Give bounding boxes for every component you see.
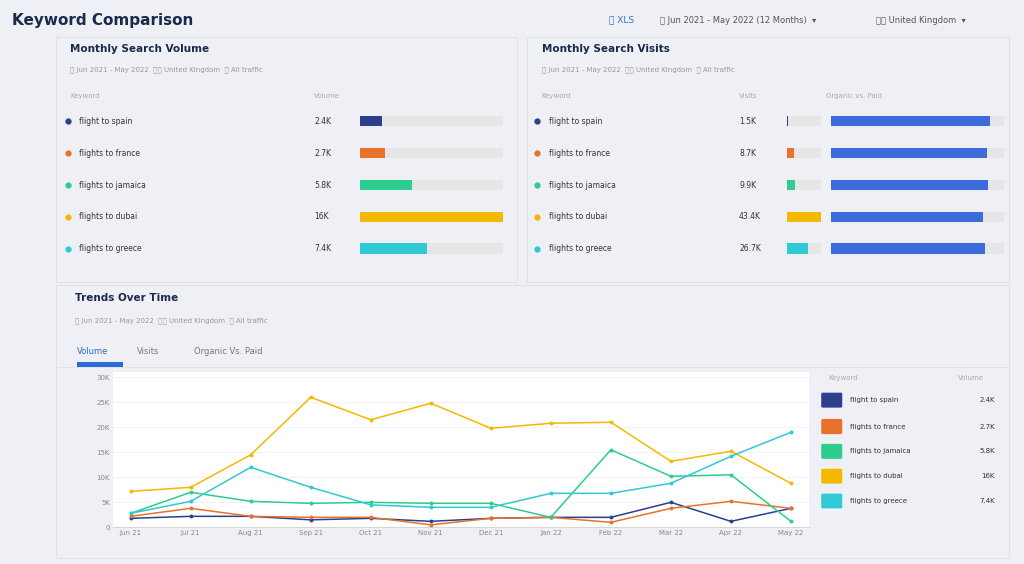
Text: 5.8K: 5.8K <box>979 448 995 455</box>
Text: Visits: Visits <box>137 347 160 356</box>
Bar <box>787 244 808 254</box>
Text: flights to jamaica: flights to jamaica <box>850 448 910 455</box>
Bar <box>830 116 990 126</box>
Bar <box>360 244 504 254</box>
Text: Organic Vs. Paid: Organic Vs. Paid <box>195 347 263 356</box>
Bar <box>830 148 986 158</box>
FancyBboxPatch shape <box>821 468 843 484</box>
Text: 16K: 16K <box>981 473 995 479</box>
Text: Keyword Comparison: Keyword Comparison <box>12 12 194 28</box>
Text: 📅 Jun 2021 - May 2022  🇬🇧 United Kingdom  🔗 All traffic: 📅 Jun 2021 - May 2022 🇬🇧 United Kingdom … <box>70 66 263 73</box>
Text: Trends Over Time: Trends Over Time <box>76 293 178 303</box>
Bar <box>787 148 794 158</box>
Bar <box>360 148 504 158</box>
Text: 2.7K: 2.7K <box>979 424 995 430</box>
Text: Visits: Visits <box>739 93 758 99</box>
Text: 43.4K: 43.4K <box>739 213 761 222</box>
Bar <box>830 116 1004 126</box>
Bar <box>360 212 504 222</box>
Text: flight to spain: flight to spain <box>80 117 133 126</box>
Bar <box>830 180 988 190</box>
Text: Volume: Volume <box>77 347 109 356</box>
Bar <box>830 148 1004 158</box>
Text: 7.4K: 7.4K <box>979 498 995 504</box>
Text: flight to spain: flight to spain <box>850 397 898 403</box>
Text: flights to jamaica: flights to jamaica <box>549 180 615 190</box>
Bar <box>787 148 821 158</box>
Text: 2.4K: 2.4K <box>979 397 995 403</box>
Text: Keyword: Keyword <box>70 93 99 99</box>
Text: flights to greece: flights to greece <box>80 244 142 253</box>
Bar <box>830 244 985 254</box>
Text: 2.7K: 2.7K <box>314 149 332 158</box>
Text: Keyword: Keyword <box>542 93 571 99</box>
Text: 26.7K: 26.7K <box>739 244 761 253</box>
Bar <box>787 116 788 126</box>
Bar <box>77 362 123 367</box>
Bar <box>787 180 821 190</box>
Text: 📅 Jun 2021 - May 2022 (12 Months)  ▾: 📅 Jun 2021 - May 2022 (12 Months) ▾ <box>660 16 817 25</box>
Text: Keyword: Keyword <box>828 376 858 381</box>
Text: 9.9K: 9.9K <box>739 180 757 190</box>
Text: 📊 XLS: 📊 XLS <box>609 16 635 25</box>
Text: Volume: Volume <box>314 93 340 99</box>
Bar <box>787 180 795 190</box>
Bar <box>830 244 1004 254</box>
Text: flights to jamaica: flights to jamaica <box>80 180 146 190</box>
Text: 8.7K: 8.7K <box>739 149 756 158</box>
Bar <box>787 244 821 254</box>
Text: 16K: 16K <box>314 213 329 222</box>
Bar <box>830 212 983 222</box>
FancyBboxPatch shape <box>821 393 843 408</box>
Text: Monthly Search Visits: Monthly Search Visits <box>542 44 670 54</box>
Bar <box>830 180 1004 190</box>
Bar <box>360 148 385 158</box>
Text: flights to france: flights to france <box>850 424 905 430</box>
Text: 📅 Jun 2021 - May 2022  🇬🇧 United Kingdom  🔗 All traffic: 📅 Jun 2021 - May 2022 🇬🇧 United Kingdom … <box>542 66 734 73</box>
FancyBboxPatch shape <box>821 418 843 434</box>
FancyBboxPatch shape <box>821 493 843 509</box>
Text: flight to spain: flight to spain <box>549 117 602 126</box>
Bar <box>360 116 504 126</box>
Text: 5.8K: 5.8K <box>314 180 332 190</box>
Text: 📅 Jun 2021 - May 2022  🇬🇧 United Kingdom  🔗 All traffic: 📅 Jun 2021 - May 2022 🇬🇧 United Kingdom … <box>76 318 268 324</box>
Bar <box>360 180 413 190</box>
Text: 7.4K: 7.4K <box>314 244 332 253</box>
Bar <box>360 116 382 126</box>
Text: Monthly Search Volume: Monthly Search Volume <box>70 44 209 54</box>
Bar <box>360 180 504 190</box>
Text: Volume: Volume <box>958 376 984 381</box>
Text: 1.5K: 1.5K <box>739 117 756 126</box>
Bar <box>787 212 821 222</box>
Text: 2.4K: 2.4K <box>314 117 332 126</box>
Text: flights to dubai: flights to dubai <box>80 213 137 222</box>
Text: flights to dubai: flights to dubai <box>850 473 902 479</box>
FancyBboxPatch shape <box>821 443 843 459</box>
Text: flights to france: flights to france <box>549 149 610 158</box>
Text: flights to france: flights to france <box>80 149 140 158</box>
Bar <box>787 116 821 126</box>
Bar <box>360 244 427 254</box>
Text: flights to dubai: flights to dubai <box>549 213 607 222</box>
Text: flights to greece: flights to greece <box>549 244 611 253</box>
Bar <box>830 212 1004 222</box>
Bar <box>360 212 504 222</box>
Text: 🇬🇧 United Kingdom  ▾: 🇬🇧 United Kingdom ▾ <box>876 16 966 25</box>
Text: Organic vs. Paid: Organic vs. Paid <box>825 93 882 99</box>
Bar <box>787 212 821 222</box>
Text: flights to greece: flights to greece <box>850 498 906 504</box>
